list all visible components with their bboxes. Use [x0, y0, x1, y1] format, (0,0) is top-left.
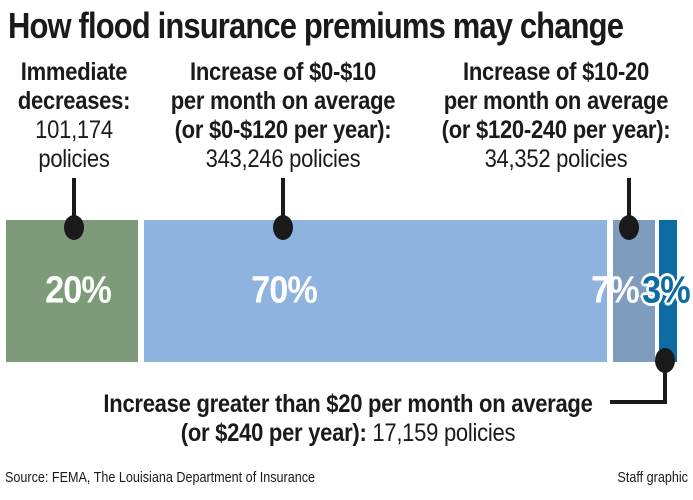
label-regular-part: 17,159 policies [372, 419, 516, 447]
callout-line-1 [72, 178, 76, 220]
source-credit: Source: FEMA, The Louisiana Department o… [5, 469, 316, 486]
percent-label-7: 7% [591, 269, 640, 312]
callout-dot-4 [655, 348, 675, 373]
callout-line-4-vertical [663, 358, 667, 404]
label-line: Increase greater than $20 per month on a… [103, 390, 593, 418]
percent-label-3: 3% [642, 269, 691, 312]
bar-segment-increase-0-10 [144, 220, 607, 362]
label-line: Increase of $10-20 [462, 58, 650, 86]
label-increase-0-10: Increase of $0-$10 per month on average … [171, 58, 396, 174]
callout-dot-1 [64, 215, 84, 240]
page-title: How flood insurance premiums may change [8, 5, 624, 46]
label-line: decreases: [17, 87, 131, 115]
label-immediate-decreases: Immediate decreases: 101,174 policies [17, 58, 131, 174]
label-line: 34,352 policies [484, 145, 628, 173]
staff-credit: Staff graphic [617, 469, 688, 486]
label-line: Increase of $0-$10 [189, 58, 377, 86]
label-increase-over-20: Increase greater than $20 per month on a… [103, 390, 592, 448]
bar-segment-increase-over-20 [659, 220, 677, 362]
label-line: per month on average [170, 87, 396, 115]
label-line: (or $240 per year): 17,159 policies [103, 419, 592, 448]
label-line: (or $120-240 per year): [441, 116, 671, 144]
callout-line-4-horizontal [610, 400, 667, 404]
label-line: 101,174 [35, 116, 113, 144]
label-increase-10-20: Increase of $10-20 per month on average … [442, 58, 671, 174]
callout-line-2 [281, 178, 285, 220]
callout-line-3 [627, 178, 631, 220]
label-line: per month on average [443, 87, 669, 115]
label-line: (or $0-$120 per year): [174, 116, 392, 144]
callout-dot-2 [273, 215, 293, 240]
bar-segment-immediate-decreases [6, 220, 138, 362]
callout-dot-3 [619, 215, 639, 240]
label-bold-part: (or $240 per year): [180, 419, 367, 447]
bar-segment-increase-10-20 [613, 220, 655, 362]
percent-label-20: 20% [45, 269, 112, 312]
percent-label-70: 70% [251, 269, 318, 312]
label-line: Immediate [20, 58, 128, 86]
label-line: policies [38, 145, 110, 173]
label-line: 343,246 policies [205, 145, 361, 173]
